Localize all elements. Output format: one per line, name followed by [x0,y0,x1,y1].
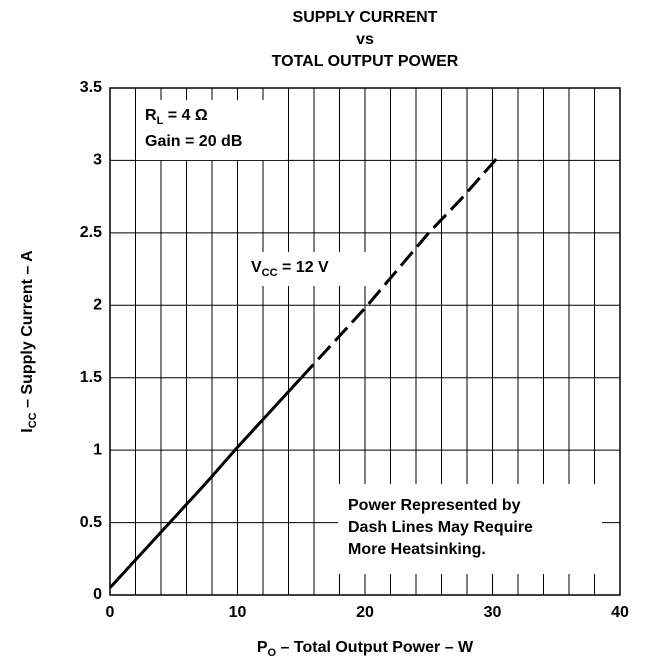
annotation-box [338,484,602,574]
chart-title: vs [356,31,374,48]
annotation-sub: L [157,115,164,127]
y-axis-label-sub: CC [27,412,39,428]
annotation: Dash Lines May Require [348,519,533,536]
annotation: Power Represented by [348,497,521,514]
x-axis-label-sub: O [268,647,277,659]
annotation-main: More Heatsinking. [348,541,486,558]
annotation-main: R [145,107,157,124]
plot-frame [109,87,621,596]
y-axis-label-main: I [19,428,36,432]
x-axis-label: PO – Total Output Power – W [257,639,474,659]
y-tick-label: 2.5 [80,224,102,241]
x-tick-label: 10 [229,604,247,621]
y-tick-label: 2 [93,297,102,314]
x-tick-label: 40 [611,604,629,621]
annotation: RL = 4 Ω [145,107,208,127]
annotation-main: Gain = 20 dB [145,133,242,150]
y-tick-label: 1 [93,441,102,458]
data-line [300,155,501,379]
annotation: More Heatsinking. [348,541,486,558]
annotation: VCC = 12 V [251,259,329,279]
y-tick-label: 3.5 [80,79,102,96]
y-axis-label: ICC – Supply Current – A [19,250,39,433]
annotation-sub: CC [262,267,278,279]
x-axis-label-main: P [257,639,268,656]
x-tick-label: 20 [356,604,374,621]
annotation-main: Dash Lines May Require [348,519,533,536]
annotation: Gain = 20 dB [145,133,242,150]
x-tick-label: 0 [106,604,115,621]
annotation-rest: = 4 Ω [163,107,208,124]
y-tick-label: 0.5 [80,514,102,531]
y-axis-label-rest: – Supply Current – A [19,250,36,413]
chart-title: SUPPLY CURRENT [293,9,438,26]
y-tick-label: 3 [93,152,102,169]
annotation-box [240,252,370,286]
data-line [108,376,303,589]
y-tick-label: 0 [93,586,102,603]
y-tick-label: 1.5 [80,369,102,386]
annotation-main: Power Represented by [348,497,521,514]
chart-title: TOTAL OUTPUT POWER [272,53,459,70]
x-tick-label: 30 [484,604,502,621]
annotation-main: V [251,259,262,276]
x-axis-label-rest: – Total Output Power – W [276,639,474,656]
annotation-box [136,100,286,160]
annotation-rest: = 12 V [278,259,329,276]
